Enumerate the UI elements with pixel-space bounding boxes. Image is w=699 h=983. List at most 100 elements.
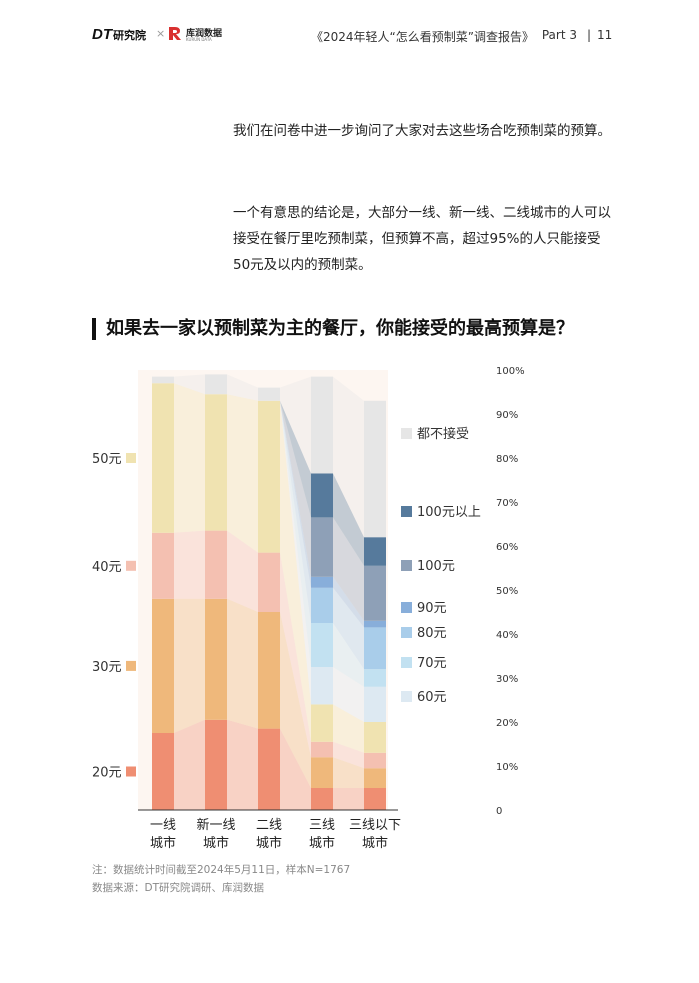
- data-source: 数据来源：DT研究院调研、库润数据: [92, 882, 264, 894]
- legend-swatch: [126, 660, 136, 671]
- legend-swatch: [126, 453, 136, 463]
- bar-30元-1: [205, 598, 227, 720]
- bar-30元-3: [311, 757, 333, 788]
- category-label: 二线: [256, 818, 282, 833]
- bar-都不接受-0: [152, 376, 174, 384]
- legend-swatch: [401, 627, 412, 638]
- band-90元-3: [333, 576, 364, 628]
- category-label: 城市: [309, 835, 335, 851]
- band-100元-2: [280, 400, 311, 577]
- y-tick-label: 30%: [496, 674, 518, 685]
- bar-layer: [152, 374, 386, 810]
- bar-20元-1: [205, 719, 227, 810]
- bar-70元-3: [311, 623, 333, 667]
- category-label: 三线以下: [349, 818, 401, 833]
- bar-20元-3: [311, 788, 333, 810]
- page-number: 11: [597, 28, 613, 42]
- bar-40元-1: [205, 530, 227, 599]
- bar-30元-0: [152, 598, 174, 733]
- legend-label: 100元以上: [417, 505, 481, 520]
- legend-label: 60元: [417, 690, 447, 705]
- band-40元-1: [227, 530, 258, 612]
- y-tick-label: 20%: [496, 718, 518, 729]
- legend-label: 都不接受: [417, 426, 469, 442]
- bar-20元-0: [152, 733, 174, 810]
- report-title: 《2024年轻人“怎么看预制菜”调查报告》: [311, 30, 534, 44]
- bar-80元-4: [364, 627, 386, 670]
- band-20元-0: [174, 719, 205, 810]
- y-tick-label: 50%: [496, 586, 518, 597]
- category-label: 城市: [256, 835, 282, 851]
- y-tick-label: 90%: [496, 410, 518, 421]
- y-tick-label: 40%: [496, 630, 518, 641]
- legend-label: 20元: [92, 766, 122, 781]
- bar-20元-4: [364, 788, 386, 810]
- band-50元-2: [280, 400, 311, 742]
- intro-paragraph-1: 我们在问卷中进一步询问了大家对去这些场合吃预制菜的预算。: [233, 123, 611, 139]
- legend-swatch: [401, 428, 412, 439]
- legend-label: 50元: [92, 452, 122, 467]
- band-都不接受-1: [227, 374, 258, 401]
- legend-swatch: [401, 657, 412, 668]
- legend-swatch: [401, 560, 412, 571]
- bar-40元-3: [311, 741, 333, 758]
- y-tick-label: 100%: [496, 366, 525, 377]
- category-label: 城市: [362, 835, 388, 851]
- legend-label: 70元: [417, 656, 447, 671]
- band-30元-2: [280, 612, 311, 788]
- bar-都不接受-1: [205, 374, 227, 395]
- bar-都不接受-2: [258, 387, 280, 401]
- header-separator: |: [586, 28, 591, 42]
- bar-50元-0: [152, 383, 174, 533]
- band-20元-2: [280, 728, 311, 810]
- band-60元-3: [333, 667, 364, 722]
- category-label: 三线: [309, 818, 335, 833]
- legend-swatch: [126, 560, 136, 571]
- axis-layer: 一线城市新一线城市二线城市三线城市三线以下城市010%20%30%40%50%6…: [138, 366, 525, 851]
- bar-50元-2: [258, 400, 280, 553]
- bar-100元以上-4: [364, 537, 386, 566]
- bar-100元-3: [311, 517, 333, 577]
- band-30元-1: [227, 598, 258, 729]
- band-都不接受-2: [280, 376, 311, 474]
- band-30元-0: [174, 598, 205, 733]
- band-40元-2: [280, 552, 311, 758]
- legend-swatch: [126, 766, 136, 777]
- band-40元-3: [333, 741, 364, 769]
- y-tick-label: 10%: [496, 762, 518, 773]
- band-70元-3: [333, 623, 364, 687]
- bar-50元-4: [364, 722, 386, 753]
- band-都不接受-0: [174, 374, 205, 395]
- legend-swatch: [401, 691, 412, 702]
- bar-80元-3: [311, 587, 333, 623]
- bar-30元-4: [364, 768, 386, 788]
- band-100元以上-3: [333, 473, 364, 566]
- bar-都不接受-3: [311, 376, 333, 474]
- bar-50元-3: [311, 704, 333, 742]
- chart-title: 如果去一家以预制菜为主的餐厅，你能接受的最高预算是？: [92, 318, 574, 340]
- band-50元-3: [333, 704, 364, 753]
- band-40元-0: [174, 530, 205, 599]
- bar-50元-1: [205, 394, 227, 531]
- bar-20元-2: [258, 728, 280, 810]
- category-label: 新一线: [196, 817, 235, 833]
- bar-40元-2: [258, 552, 280, 612]
- kurun-logo: 库润数据 KURUN DATA: [168, 25, 228, 43]
- bar-90元-4: [364, 620, 386, 628]
- legend-layer: 50元 40元 30元 20元 都不接受 100元以上 100元 90元 80元 70元 60元: [92, 426, 481, 781]
- legend-label: 80元: [417, 626, 447, 641]
- band-20元-3: [333, 788, 364, 810]
- bar-70元-4: [364, 669, 386, 687]
- legend-label: 40元: [92, 560, 122, 575]
- bar-40元-4: [364, 752, 386, 769]
- cross-mark: ×: [156, 27, 166, 40]
- band-30元-3: [333, 757, 364, 788]
- band-100元-3: [333, 517, 364, 621]
- legend-label: 100元: [417, 559, 455, 574]
- budget-stacked-bar-chart: 一线城市新一线城市二线城市三线城市三线以下城市010%20%30%40%50%6…: [92, 366, 525, 851]
- data-note: 注：数据统计时间截至2024年5月11日，样本N=1767: [92, 864, 351, 876]
- category-label: 一线: [150, 818, 176, 833]
- legend-swatch: [401, 602, 412, 613]
- band-都不接受-3: [333, 376, 364, 538]
- band-50元-0: [174, 383, 205, 533]
